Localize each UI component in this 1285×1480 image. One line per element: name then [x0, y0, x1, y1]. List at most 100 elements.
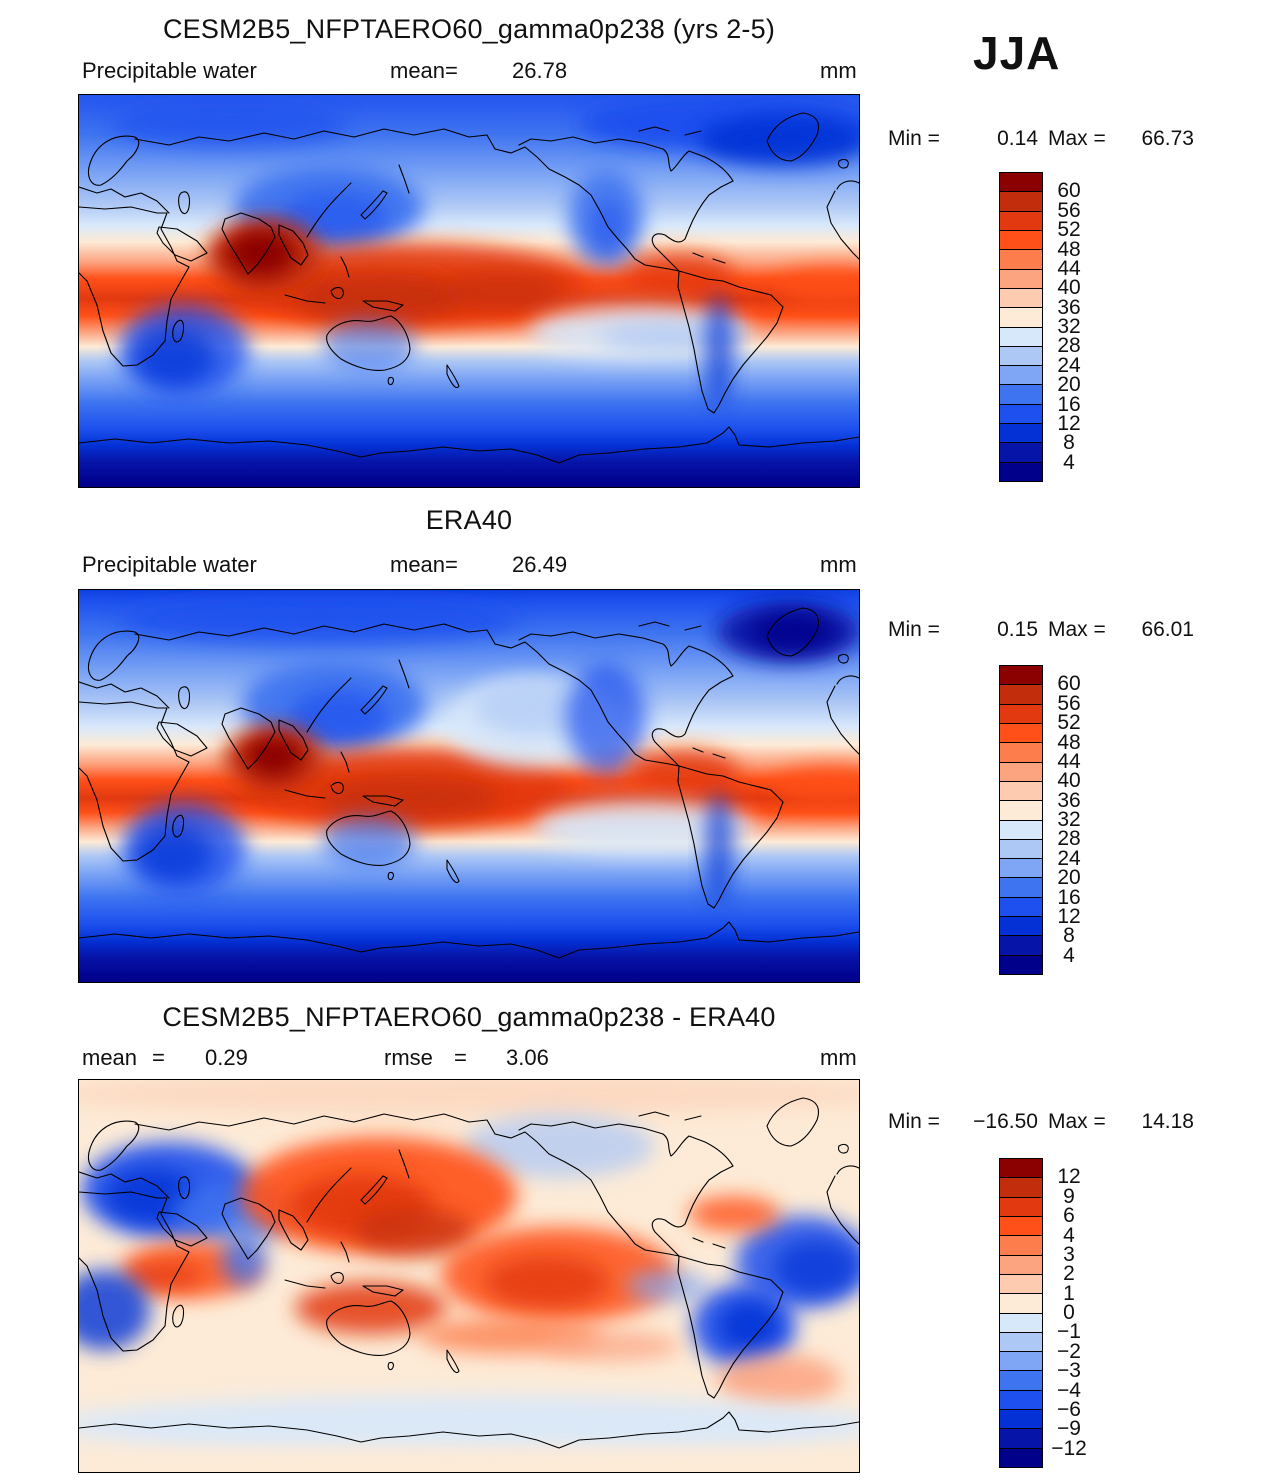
panel1-title: CESM2B5_NFPTAERO60_gamma0p238 (yrs 2-5)	[162, 14, 776, 44]
colorbar-cell	[1000, 897, 1042, 918]
colorbar-tick-label: 4	[1063, 450, 1075, 474]
panel3-units-label: mm	[820, 1045, 857, 1070]
colorbar-tick-label: 0	[1063, 1301, 1075, 1324]
colorbar-tick-label: 56	[1057, 198, 1081, 222]
colorbar-tick-label: 40	[1057, 276, 1081, 300]
colorbar-tick-label: 36	[1057, 295, 1081, 319]
colorbar-tick-label: 32	[1057, 315, 1081, 338]
colorbar-cell	[1000, 308, 1042, 328]
panel1-colorbar: 60 56 52 48 44 40 36 32 28 24 20 16 12 8 4	[999, 172, 1159, 482]
colorbar-cell	[1000, 801, 1042, 821]
colorbar-tick-label: 28	[1057, 827, 1081, 851]
panel3-map	[78, 1079, 860, 1473]
colorbar-cell	[1000, 723, 1042, 744]
colorbar-strip	[999, 665, 1043, 975]
panel1-mean-label: mean=	[390, 58, 458, 83]
colorbar-tick-label: −1	[1057, 1320, 1081, 1344]
colorbar-strip	[999, 172, 1043, 482]
colorbar-cell	[1000, 250, 1042, 270]
panel3-colorbar: 12 9 6 4 3 2 1 0 −1 −2 −3 −4 −6 −9 −12	[999, 1158, 1159, 1468]
season-label: JJA	[973, 27, 1061, 79]
panel3-rmse-equals: =	[454, 1045, 467, 1070]
colorbar-tick-label: 60	[1057, 672, 1081, 696]
panel1-units-label: mm	[820, 58, 857, 83]
panel2-max-label: Max =	[1048, 618, 1106, 641]
colorbar-cell	[1000, 685, 1042, 705]
panel3-mean-value: 0.29	[205, 1045, 248, 1070]
colorbar-cell	[1000, 211, 1042, 231]
panel3-max-value: 14.18	[1141, 1110, 1194, 1133]
panel3-rmse-value: 3.06	[506, 1045, 549, 1070]
colorbar-tick-label: 12	[1057, 411, 1081, 435]
colorbar-tick-label: 2	[1063, 1262, 1075, 1286]
panel2-mean-label: mean=	[390, 552, 458, 577]
colorbar-cell	[1000, 781, 1042, 802]
colorbar-cell	[1000, 1294, 1042, 1314]
colorbar-tick-label: 44	[1057, 256, 1081, 280]
colorbar-cell	[1000, 327, 1042, 347]
colorbar-cell	[1000, 1216, 1042, 1237]
panel2-units-label: mm	[820, 552, 857, 577]
panel1-minmax-row: Min = 0.14 Max = 66.73	[888, 127, 1208, 151]
colorbar-cell	[1000, 1274, 1042, 1295]
colorbar-cell	[1000, 1332, 1042, 1353]
colorbar-cell	[1000, 1429, 1042, 1449]
panel2-colorbar: 60 56 52 48 44 40 36 32 28 24 20 16 12 8 4	[999, 665, 1159, 975]
panel1-stats-row: Precipitable water mean= 26.78 mm	[0, 58, 1285, 84]
colorbar-cell	[1000, 346, 1042, 367]
panel1-min-value: 0.14	[997, 127, 1038, 150]
colorbar-tick-label: 52	[1057, 218, 1081, 242]
panel3-min-value: −16.50	[973, 1110, 1038, 1133]
panel3-title: CESM2B5_NFPTAERO60_gamma0p238 - ERA40	[162, 1002, 776, 1032]
panel3-minmax-row: Min = −16.50 Max = 14.18	[888, 1110, 1208, 1134]
panel3-min-label: Min =	[888, 1110, 940, 1133]
panel2-map	[78, 589, 860, 983]
colorbar-cell	[1000, 878, 1042, 898]
colorbar-tick-label: 1	[1063, 1281, 1075, 1305]
colorbar-tick-label: 60	[1057, 179, 1081, 203]
panel2-mean-value: 26.49	[512, 552, 568, 577]
panel3-mean-label: mean	[82, 1045, 138, 1070]
panel3-max-label: Max =	[1048, 1110, 1106, 1133]
colorbar-cell	[1000, 192, 1042, 212]
colorbar-cell	[1000, 1352, 1042, 1372]
panel2-min-value: 0.15	[997, 618, 1038, 641]
colorbar-cell	[1000, 704, 1042, 724]
colorbar-cell	[1000, 1390, 1042, 1411]
colorbar-cell	[1000, 385, 1042, 405]
colorbar-cell	[1000, 743, 1042, 763]
colorbar-tick-label: −4	[1057, 1378, 1081, 1402]
colorbar-cell	[1000, 1313, 1042, 1333]
colorbar-tick-label: −12	[1051, 1436, 1087, 1460]
panel2-max-value: 66.01	[1141, 618, 1194, 641]
colorbar-tick-label: 8	[1063, 924, 1075, 948]
colorbar-cell	[1000, 1197, 1042, 1217]
colorbar-tick-label: 32	[1057, 808, 1081, 831]
colorbar-tick-label: 8	[1063, 431, 1075, 455]
colorbar-cell	[1000, 1236, 1042, 1256]
map-model-precipitable-water	[78, 94, 860, 488]
panel3-mean-equals: =	[152, 1045, 165, 1070]
panel1-mean-value: 26.78	[512, 58, 568, 83]
colorbar-tick-label: 40	[1057, 769, 1081, 793]
colorbar-cell	[1000, 173, 1042, 193]
colorbar-strip	[999, 1158, 1043, 1468]
colorbar-cell	[1000, 1255, 1042, 1275]
colorbar-tick-label: 36	[1057, 788, 1081, 812]
panel1-map	[78, 94, 860, 488]
colorbar-cell	[1000, 917, 1042, 937]
panel3-stats-row: mean = 0.29 rmse = 3.06 mm	[0, 1045, 1285, 1071]
colorbar-cell	[1000, 1178, 1042, 1198]
colorbar-tick-label: 4	[1063, 1223, 1075, 1247]
panel1-max-label: Max =	[1048, 127, 1106, 150]
colorbar-tick-label: −3	[1057, 1359, 1081, 1383]
colorbar-cell	[1000, 1371, 1042, 1391]
map-era40-precipitable-water	[78, 589, 860, 983]
colorbar-cell	[1000, 762, 1042, 782]
colorbar-tick-label: 24	[1057, 846, 1081, 870]
colorbar-cell	[1000, 404, 1042, 425]
colorbar-cell	[1000, 936, 1042, 956]
colorbar-tick-label: 12	[1057, 1165, 1081, 1189]
colorbar-tick-label: 48	[1057, 237, 1081, 261]
colorbar-tick-label: 3	[1063, 1242, 1075, 1266]
